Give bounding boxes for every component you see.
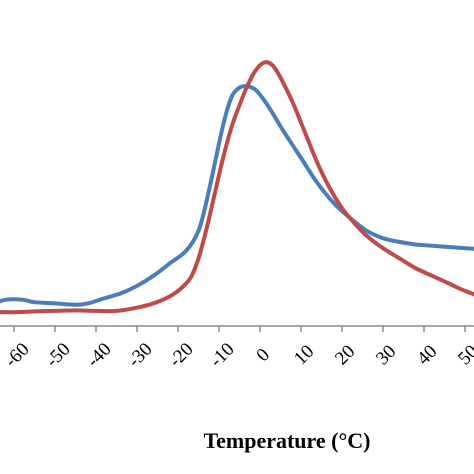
x-tick-label: -50: [42, 339, 75, 372]
x-tick-label: -10: [206, 339, 239, 372]
series-layer: [0, 60, 474, 315]
x-tick-label: 50: [454, 341, 474, 369]
x-tick-label: -30: [124, 339, 157, 372]
x-axis-title: Temperature (°C): [203, 428, 370, 453]
x-tick-label: 20: [331, 341, 359, 369]
x-tick-label: 0: [252, 344, 274, 366]
series-line-1: [0, 84, 474, 307]
x-tick-label: -40: [83, 339, 116, 372]
x-tick-label: -60: [1, 339, 34, 372]
x-tick-label: 10: [290, 341, 318, 369]
x-tick-label: 30: [372, 341, 400, 369]
x-tick-label: 40: [413, 341, 441, 369]
series-line-2: [0, 60, 474, 315]
x-tick-label: -20: [165, 339, 198, 372]
